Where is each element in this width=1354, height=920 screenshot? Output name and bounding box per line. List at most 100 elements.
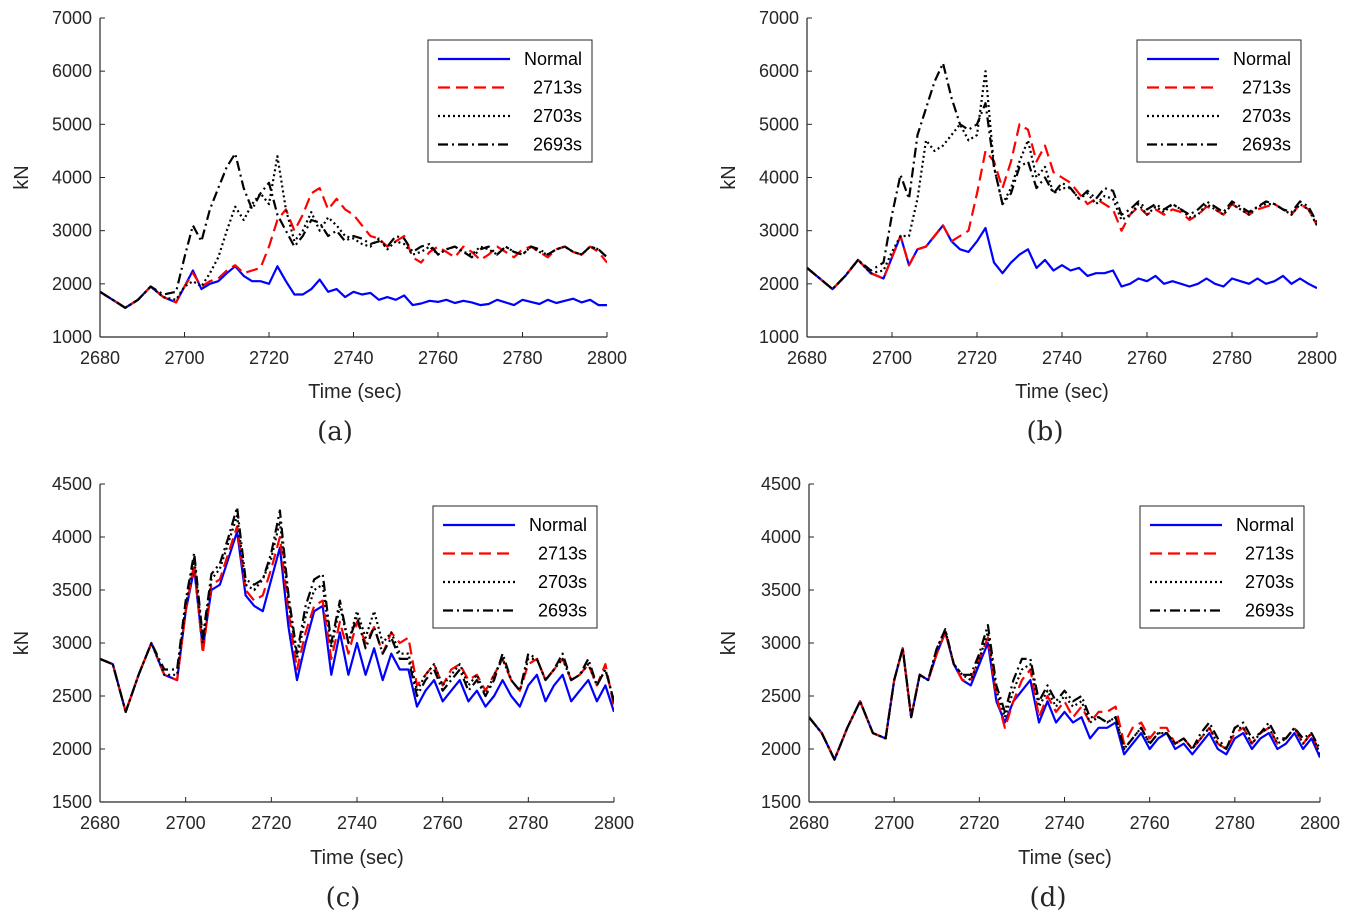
series-line-2693s <box>100 152 607 309</box>
y-tick-label: 3000 <box>761 633 801 653</box>
series-line-normal <box>100 265 607 309</box>
y-tick-label: 4000 <box>759 168 799 188</box>
y-tick-label: 5000 <box>759 114 799 134</box>
legend: Normal 2713s 2703s 2693s <box>432 505 598 629</box>
x-tick-label: 2680 <box>787 348 827 368</box>
legend-label: Normal <box>524 49 582 69</box>
series-line-2693s <box>809 623 1320 761</box>
legend-label: Normal <box>1233 49 1291 69</box>
x-tick-label: 2760 <box>418 348 458 368</box>
x-tick-label: 2800 <box>587 348 627 368</box>
y-tick-label: 3000 <box>52 633 92 653</box>
x-axis-title: Time (sec) <box>1015 381 1109 403</box>
y-tick-label: 2000 <box>759 274 799 294</box>
legend-label: 2693s <box>1245 601 1294 621</box>
y-axis-title: kN <box>11 165 33 189</box>
y-tick-label: 5000 <box>52 114 92 134</box>
legend-label: 2703s <box>538 572 587 592</box>
x-tick-label: 2680 <box>789 813 829 833</box>
x-axis-title: Time (sec) <box>1018 847 1112 869</box>
legend-label: 2713s <box>538 544 587 564</box>
x-tick-label: 2780 <box>1215 813 1255 833</box>
y-axis-title: kN <box>718 165 740 189</box>
x-tick-label: 2700 <box>164 348 204 368</box>
y-tick-label: 4000 <box>761 527 801 547</box>
x-tick-label: 2760 <box>1127 348 1167 368</box>
y-tick-label: 6000 <box>52 61 92 81</box>
x-tick-label: 2700 <box>874 813 914 833</box>
y-axis-title: kN <box>11 631 33 655</box>
series-line-2703s <box>100 155 607 309</box>
panel-caption: (c) <box>326 883 361 913</box>
legend: Normal 2713s 2703s 2693s <box>1136 39 1302 163</box>
legend-label: 2713s <box>1242 78 1291 98</box>
y-tick-label: 2000 <box>761 739 801 759</box>
x-tick-label: 2680 <box>80 348 120 368</box>
x-tick-label: 2680 <box>80 813 120 833</box>
y-tick-label: 7000 <box>759 8 799 28</box>
series-line-2713s <box>100 187 607 309</box>
x-tick-label: 2740 <box>337 813 377 833</box>
x-tick-label: 2720 <box>249 348 289 368</box>
y-tick-label: 2000 <box>52 274 92 294</box>
legend-label: 2703s <box>1242 106 1291 126</box>
panel-caption: (b) <box>1027 417 1064 447</box>
legend-label: 2703s <box>1245 572 1294 592</box>
legend-label: 2693s <box>533 135 582 155</box>
x-tick-label: 2720 <box>251 813 291 833</box>
y-tick-label: 2000 <box>52 739 92 759</box>
x-tick-label: 2760 <box>423 813 463 833</box>
x-tick-label: 2700 <box>872 348 912 368</box>
legend-box <box>1139 505 1305 629</box>
chart-panel-0: 2680 2700 2720 2740 2760 2780 2800 1000 2000 3000… <box>11 8 627 447</box>
x-tick-label: 2720 <box>957 348 997 368</box>
legend-box <box>1136 39 1302 163</box>
y-tick-label: 4500 <box>52 474 92 494</box>
series-line-2703s <box>809 629 1320 761</box>
legend-box <box>432 505 598 629</box>
chart-panel-1: 2680 2700 2720 2740 2760 2780 2800 1000 2000 3000… <box>718 8 1337 447</box>
y-tick-label: 4000 <box>52 527 92 547</box>
legend-label: Normal <box>1236 515 1294 535</box>
x-tick-label: 2700 <box>166 813 206 833</box>
y-tick-label: 1500 <box>52 792 92 812</box>
y-tick-label: 4000 <box>52 168 92 188</box>
chart-panel-2: 2680 2700 2720 2740 2760 2780 2800 1500 2000 2500… <box>11 474 634 913</box>
y-tick-label: 2500 <box>52 686 92 706</box>
legend: Normal 2713s 2703s 2693s <box>427 39 593 163</box>
y-tick-label: 1000 <box>52 327 92 347</box>
legend-label: 2693s <box>1242 135 1291 155</box>
series-line-2693s <box>100 506 614 714</box>
y-tick-label: 7000 <box>52 8 92 28</box>
y-tick-label: 4500 <box>761 474 801 494</box>
y-tick-label: 2500 <box>761 686 801 706</box>
y-tick-label: 1000 <box>759 327 799 347</box>
legend-label: 2713s <box>533 78 582 98</box>
legend-label: 2713s <box>1245 544 1294 564</box>
y-axis-title: kN <box>718 631 740 655</box>
x-tick-label: 2800 <box>1300 813 1340 833</box>
x-axis-title: Time (sec) <box>310 847 404 869</box>
x-tick-label: 2800 <box>1297 348 1337 368</box>
x-axis-title: Time (sec) <box>308 381 402 403</box>
y-tick-label: 3500 <box>52 580 92 600</box>
x-tick-label: 2780 <box>1212 348 1252 368</box>
panel-caption: (a) <box>317 417 353 447</box>
chart-panel-3: 2680 2700 2720 2740 2760 2780 2800 1500 2000 2500… <box>718 474 1340 913</box>
y-tick-label: 6000 <box>759 61 799 81</box>
series-line-2693s <box>807 62 1317 291</box>
series-line-2703s <box>100 514 614 714</box>
legend-label: 2703s <box>533 106 582 126</box>
series-line-2703s <box>807 70 1317 291</box>
y-tick-label: 3500 <box>761 580 801 600</box>
x-tick-label: 2760 <box>1130 813 1170 833</box>
x-tick-label: 2720 <box>959 813 999 833</box>
panel-caption: (d) <box>1030 883 1067 913</box>
series-line-2713s <box>809 631 1320 761</box>
y-tick-label: 3000 <box>52 221 92 241</box>
legend-label: Normal <box>529 515 587 535</box>
legend-box <box>427 39 593 163</box>
legend-label: 2693s <box>538 601 587 621</box>
x-tick-label: 2740 <box>333 348 373 368</box>
